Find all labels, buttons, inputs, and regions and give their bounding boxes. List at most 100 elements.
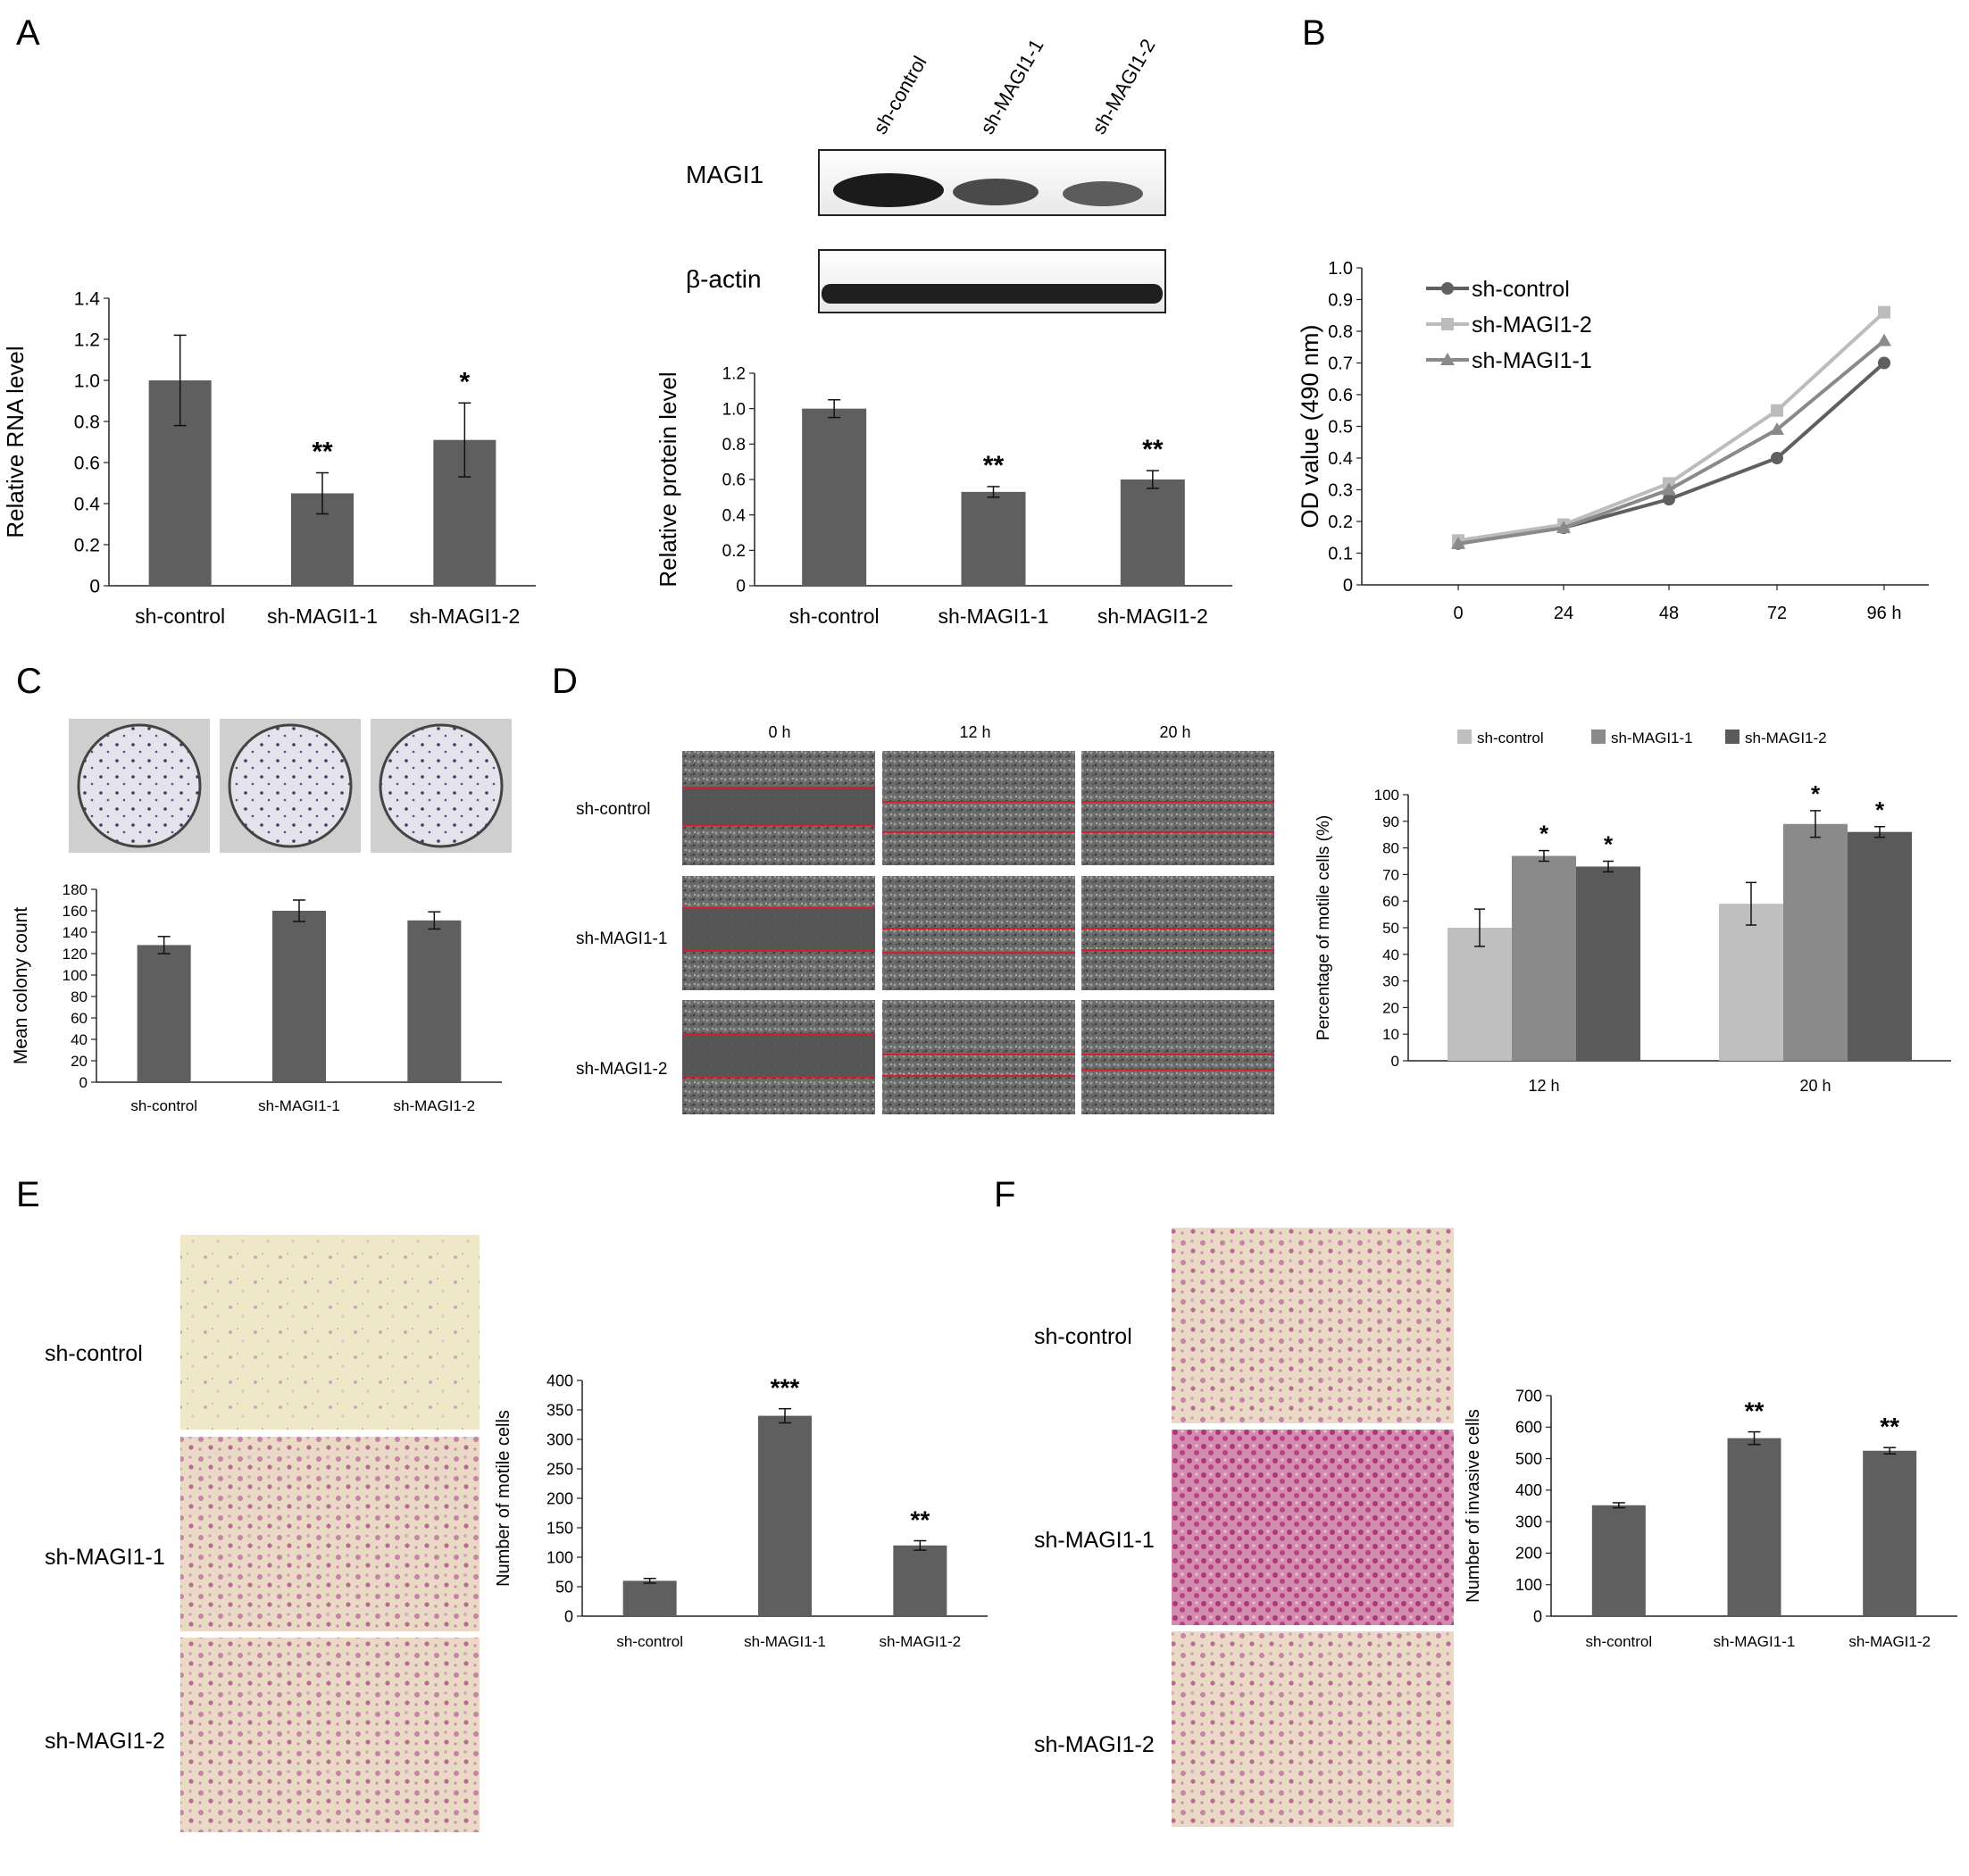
y-tick-label: 0.8 [722,436,746,454]
y-tick-label: 250 [546,1460,573,1478]
category-label: sh-control [135,604,225,628]
data-point [1771,452,1783,464]
scratch-assay-grid: 0 h 12 h 20 h sh-control sh-MAGI1-1 sh-M… [576,723,1274,1114]
y-tick-label: 0 [1391,1053,1399,1070]
y-tick-label: 50 [555,1578,573,1596]
category-label: sh-MAGI1-2 [1097,604,1208,628]
scratch-row-label-control: sh-control [576,800,650,819]
category-label: sh-control [789,604,880,628]
migration-image-control [180,1235,480,1430]
scratch-image-magi1-2-12h [882,1000,1075,1114]
y-tick-label: 200 [1515,1545,1542,1563]
category-label: sh-MAGI1-2 [880,1633,962,1650]
significance-marker: *** [771,1374,800,1402]
scratch-image-magi1-2-20h [1081,1000,1274,1114]
scratch-row-label-magi1-1: sh-MAGI1-1 [576,930,667,948]
colony-plate-magi1-1 [228,723,353,848]
y-axis-label: OD value (490 nm) [1297,324,1323,528]
y-tick-label: 100 [1515,1576,1542,1594]
y-tick-label: 0.4 [74,494,101,514]
y-tick-label: 300 [546,1430,573,1448]
scratch-gap [682,908,875,951]
y-axis-label: Number of invasive cells [1464,1409,1483,1603]
y-tick-label: 120 [63,946,88,963]
y-tick-label: 20 [1382,999,1399,1016]
y-tick-label: 0.5 [1328,418,1353,438]
blot-row-label-actin: β-actin [686,265,762,293]
data-point [1451,536,1465,549]
panel-letter-a: A [16,13,40,53]
y-tick-label: 10 [1382,1026,1399,1043]
y-tick-label: 180 [63,881,88,898]
significance-marker: ** [910,1506,930,1534]
chart-colony: 0 20 40 60 80 100 120 140 160 180 Mean colony coun… [11,881,502,1114]
band-magi1-magi1-1 [953,179,1039,205]
y-tick-label: 100 [1374,787,1399,804]
band-actin-row [822,284,1163,304]
category-label: sh-MAGI1-1 [1714,1633,1796,1650]
category-label: 12 h [1528,1077,1559,1095]
y-axis-label: Percentage of motile cells (%) [1314,815,1333,1040]
chart-rna: 0 0.2 0.4 0.6 0.8 1.0 1.2 1.4 Relative RNA level… [2,288,536,628]
bar [622,1580,677,1616]
data-point [1771,404,1783,417]
lane-label-magi1-1: sh-MAGI1-1 [976,35,1048,138]
scratch-time-20h: 20 h [1159,723,1190,741]
legend-swatch [1457,730,1472,744]
y-tick-label: 0 [1533,1607,1542,1625]
y-tick-label: 0.2 [1328,513,1353,532]
y-tick-label: 0 [1343,576,1353,596]
y-tick-label: 100 [546,1548,573,1566]
category-label: sh-control [1586,1633,1653,1650]
y-tick-label: 200 [546,1489,573,1507]
significance-marker: ** [312,438,333,467]
data-point [1877,333,1891,346]
panel-letter-c: C [16,662,42,701]
y-tick-label: 0.4 [1328,449,1353,469]
y-tick-label: 0.8 [1328,322,1353,342]
chart-growth: 0 0.1 0.2 0.3 0.4 0.5 0.6 0.7 0.8 0.9 1.0 0 24 48 72 96… [1297,259,1929,623]
significance-marker: ** [1745,1397,1765,1425]
y-tick-label: 0.4 [722,506,747,525]
y-tick-label: 1.0 [74,371,100,391]
y-tick-label: 700 [1515,1387,1542,1405]
lane-label-magi1-2: sh-MAGI1-2 [1088,35,1160,138]
data-point [1556,521,1571,534]
series-line [1457,311,1886,543]
significance-marker: * [459,367,470,396]
category-label: sh-control [130,1097,197,1114]
scratch-image-magi1-1-20h [1081,876,1274,990]
migration-image-magi1-2 [180,1638,480,1832]
series-line [1457,362,1886,546]
transwell-row-label-magi1-1: sh-MAGI1-1 [45,1545,165,1570]
migration-image-magi1-1 [180,1437,480,1631]
bar [1719,904,1783,1061]
data-point [1770,422,1784,436]
y-tick-label: 60 [1382,893,1399,910]
significance-marker: * [1811,780,1821,807]
bar [1848,831,1912,1061]
scratch-row-label-magi1-2: sh-MAGI1-2 [576,1060,667,1079]
category-label: sh-MAGI1-1 [267,604,378,628]
scratch-time-0h: 0 h [768,723,790,741]
y-tick-label: 0.6 [74,453,100,473]
y-tick-label: 70 [1382,866,1399,883]
y-axis-label: Relative protein level [655,371,681,587]
bar [961,491,1026,586]
legend-label: sh-control [1477,730,1544,746]
y-tick-label: 1.2 [74,329,100,350]
y-axis-label: Number of motile cells [494,1410,513,1587]
y-tick-label: 80 [1382,840,1399,857]
significance-marker: ** [983,451,1005,480]
bar [1448,928,1512,1061]
y-tick-label: 20 [71,1053,88,1070]
significance-marker: * [1875,796,1885,823]
significance-marker: ** [1880,1413,1899,1440]
invasion-row-label-magi1-1: sh-MAGI1-1 [1034,1528,1155,1553]
scratch-gap [682,1034,875,1077]
legend-label: sh-MAGI1-1 [1611,730,1693,746]
x-tick-label: 96 h [1867,604,1902,623]
y-tick-label: 0.9 [1328,291,1353,311]
data-point [1663,493,1675,506]
